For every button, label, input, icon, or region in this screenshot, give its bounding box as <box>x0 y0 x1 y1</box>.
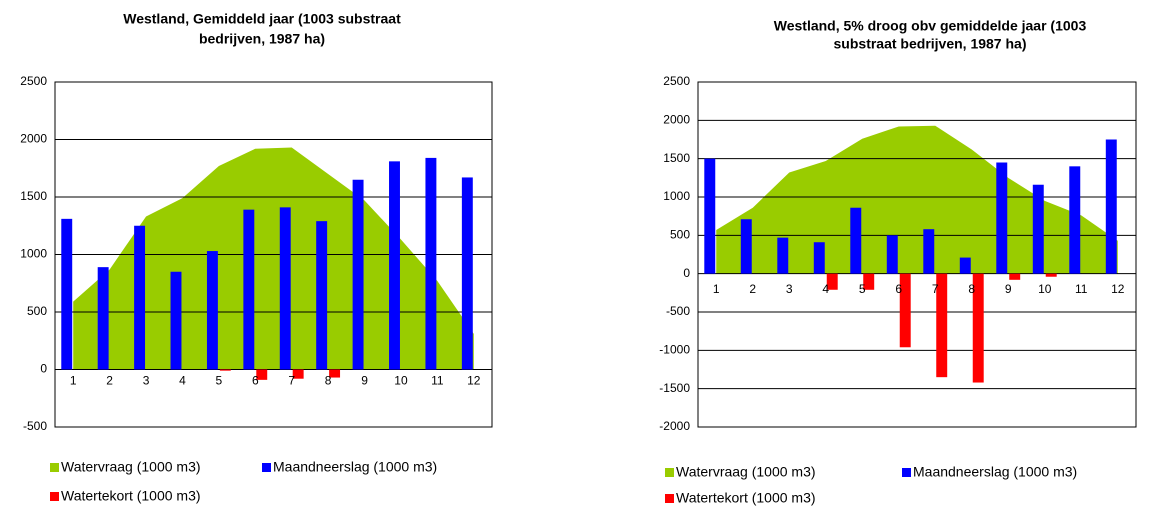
legend-label: Maandneerslag (1000 m3) <box>913 464 1077 480</box>
x-tick-label: 9 <box>361 374 368 388</box>
x-tick-label: 7 <box>288 374 295 388</box>
bar <box>1045 273 1057 277</box>
plot-border <box>54 81 493 428</box>
bar <box>243 209 255 370</box>
bar <box>863 273 875 290</box>
x-tick-label: 6 <box>895 282 902 296</box>
x-tick-label: 4 <box>822 282 829 296</box>
bar <box>923 229 935 274</box>
bar <box>134 225 146 370</box>
bar <box>329 369 341 378</box>
x-tick-label: 12 <box>467 374 481 388</box>
x-tick-label: 11 <box>431 374 444 388</box>
y-tick-label: -2000 <box>659 419 690 433</box>
y-tick-label: 2500 <box>20 74 47 88</box>
x-tick-label: 5 <box>216 374 223 388</box>
x-tick-label: 11 <box>1075 282 1088 296</box>
chart-title: Westland, 5% droog obv gemiddelde jaar (… <box>774 18 1087 34</box>
chart-title: substraat bedrijven, 1987 ha) <box>834 36 1027 52</box>
legend-label: Watertekort (1000 m3) <box>676 490 816 506</box>
bar <box>206 251 218 370</box>
y-tick-label: -1000 <box>659 343 690 357</box>
legend-label: Watervraag (1000 m3) <box>676 464 816 480</box>
bar <box>219 369 231 371</box>
bar <box>704 158 716 274</box>
bar <box>899 273 911 348</box>
bar <box>352 179 364 370</box>
legend-label: Watertekort (1000 m3) <box>61 488 201 504</box>
x-tick-label: 4 <box>179 374 186 388</box>
bar <box>425 157 437 370</box>
bar <box>826 273 838 290</box>
y-tick-label: 1000 <box>663 189 690 203</box>
plot-border <box>697 81 1137 428</box>
x-tick-label: 6 <box>252 374 259 388</box>
x-tick-label: 7 <box>932 282 939 296</box>
bar <box>1032 184 1044 274</box>
bar <box>316 221 328 370</box>
bar <box>972 273 984 383</box>
y-tick-label: 2000 <box>663 113 690 127</box>
x-tick-label: 8 <box>968 282 975 296</box>
legend-swatch <box>262 463 271 472</box>
y-tick-label: 1500 <box>663 151 690 165</box>
bar <box>1009 273 1021 280</box>
x-tick-label: 8 <box>325 374 332 388</box>
bar <box>170 271 182 370</box>
x-tick-label: 5 <box>859 282 866 296</box>
bar <box>279 207 291 370</box>
bar <box>886 235 898 274</box>
y-tick-label: 2500 <box>663 74 690 88</box>
legend-label: Watervraag (1000 m3) <box>61 459 201 475</box>
x-tick-label: 10 <box>1038 282 1052 296</box>
bar <box>1069 166 1081 274</box>
y-tick-label: 0 <box>683 266 690 280</box>
y-tick-label: 1500 <box>20 189 47 203</box>
chart-title: Westland, Gemiddeld jaar (1003 substraat <box>123 11 401 27</box>
y-tick-label: -500 <box>23 419 47 433</box>
x-tick-label: 1 <box>70 374 77 388</box>
y-tick-label: 2000 <box>20 132 47 146</box>
legend-swatch <box>902 468 911 477</box>
x-tick-label: 3 <box>143 374 150 388</box>
legend-swatch <box>50 492 59 501</box>
bar <box>959 257 971 274</box>
bar <box>389 161 400 370</box>
bar <box>850 207 862 274</box>
y-tick-label: -1500 <box>659 381 690 395</box>
bar <box>996 162 1008 274</box>
legend-swatch <box>665 494 674 503</box>
bar <box>97 267 109 370</box>
bar <box>777 237 789 274</box>
x-tick-label: 12 <box>1111 282 1125 296</box>
x-tick-label: 3 <box>786 282 793 296</box>
legend-swatch <box>665 468 674 477</box>
x-tick-label: 10 <box>394 374 408 388</box>
area <box>716 125 1118 274</box>
legend-swatch <box>50 463 59 472</box>
y-tick-label: -500 <box>666 304 690 318</box>
bar <box>256 369 268 380</box>
bar <box>461 177 473 370</box>
bar <box>936 273 948 378</box>
legend-label: Maandneerslag (1000 m3) <box>273 459 437 475</box>
bar <box>61 218 73 370</box>
bar <box>1105 139 1117 274</box>
x-tick-label: 2 <box>106 374 113 388</box>
bar <box>813 242 825 274</box>
x-tick-label: 1 <box>713 282 720 296</box>
y-tick-label: 0 <box>40 362 47 376</box>
y-tick-label: 500 <box>670 228 690 242</box>
x-tick-label: 2 <box>749 282 756 296</box>
bar <box>740 219 752 274</box>
y-tick-label: 500 <box>27 304 47 318</box>
x-tick-label: 9 <box>1005 282 1012 296</box>
bar <box>292 369 304 379</box>
y-tick-label: 1000 <box>20 247 47 261</box>
chart-title: bedrijven, 1987 ha) <box>199 31 325 47</box>
